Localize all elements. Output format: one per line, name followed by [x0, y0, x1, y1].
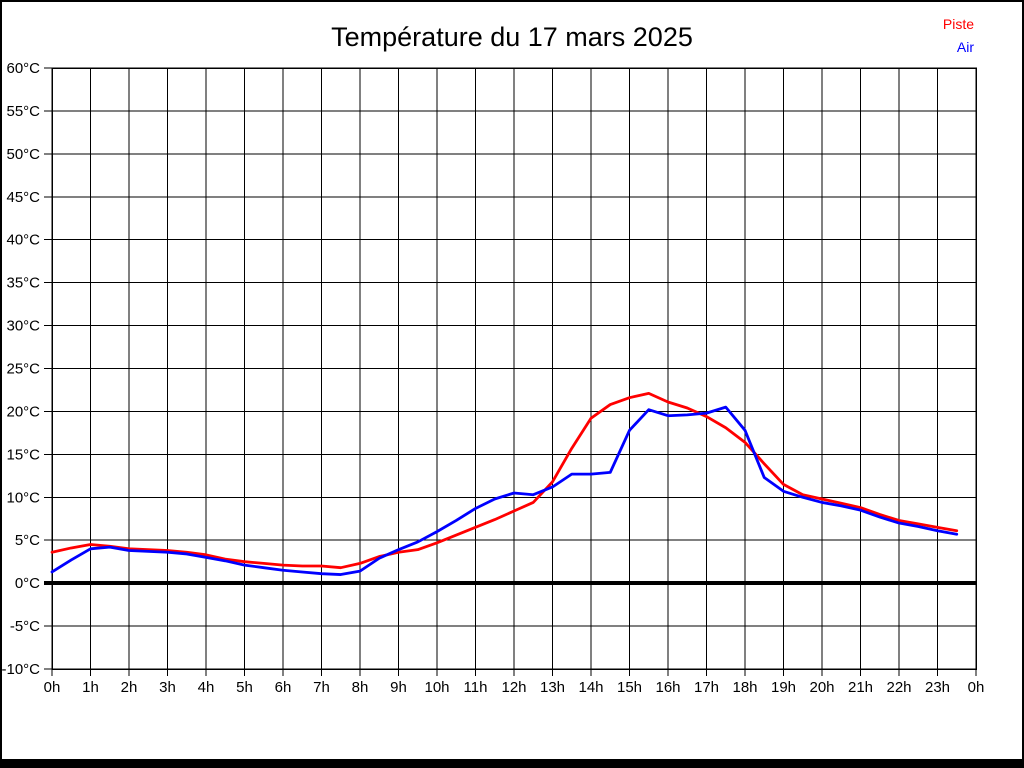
- svg-text:5h: 5h: [236, 679, 253, 696]
- svg-text:11h: 11h: [464, 679, 488, 696]
- svg-text:50°C: 50°C: [6, 146, 40, 163]
- svg-text:60°C: 60°C: [6, 60, 40, 77]
- svg-text:-5°C: -5°C: [10, 618, 40, 635]
- chart-title: Température du 17 mars 2025: [331, 22, 693, 52]
- svg-text:14h: 14h: [578, 679, 603, 696]
- svg-text:22h: 22h: [886, 679, 911, 696]
- legend-item-air: Air: [956, 39, 974, 55]
- svg-text:20h: 20h: [809, 679, 834, 696]
- chart-legend: Piste Air: [943, 13, 974, 59]
- svg-text:0h: 0h: [44, 679, 61, 696]
- svg-text:25°C: 25°C: [6, 361, 40, 378]
- svg-text:-10°C: -10°C: [2, 661, 40, 678]
- svg-text:20°C: 20°C: [6, 403, 40, 420]
- svg-text:12h: 12h: [501, 679, 526, 696]
- svg-text:21h: 21h: [848, 679, 873, 696]
- svg-text:1h: 1h: [82, 679, 99, 696]
- svg-text:23h: 23h: [925, 679, 950, 696]
- svg-text:30°C: 30°C: [6, 318, 40, 335]
- svg-text:8h: 8h: [352, 679, 369, 696]
- svg-text:13h: 13h: [540, 679, 565, 696]
- svg-text:16h: 16h: [655, 679, 680, 696]
- svg-text:17h: 17h: [694, 679, 719, 696]
- svg-text:10h: 10h: [424, 679, 449, 696]
- svg-text:55°C: 55°C: [6, 103, 40, 120]
- svg-text:35°C: 35°C: [6, 275, 40, 292]
- svg-text:40°C: 40°C: [6, 232, 40, 249]
- svg-text:19h: 19h: [771, 679, 796, 696]
- svg-text:9h: 9h: [390, 679, 407, 696]
- svg-text:7h: 7h: [313, 679, 330, 696]
- legend-item-piste: Piste: [942, 16, 974, 32]
- svg-text:15°C: 15°C: [6, 446, 40, 463]
- svg-text:0h: 0h: [968, 679, 985, 696]
- svg-text:18h: 18h: [732, 679, 757, 696]
- svg-text:15h: 15h: [617, 679, 642, 696]
- bottom-border: [2, 759, 1022, 766]
- svg-text:4h: 4h: [198, 679, 215, 696]
- svg-text:10°C: 10°C: [6, 489, 40, 506]
- svg-text:0°C: 0°C: [15, 575, 40, 592]
- svg-text:5°C: 5°C: [15, 532, 40, 549]
- svg-text:6h: 6h: [275, 679, 292, 696]
- svg-text:45°C: 45°C: [6, 189, 40, 206]
- svg-text:3h: 3h: [159, 679, 176, 696]
- svg-text:2h: 2h: [121, 679, 138, 696]
